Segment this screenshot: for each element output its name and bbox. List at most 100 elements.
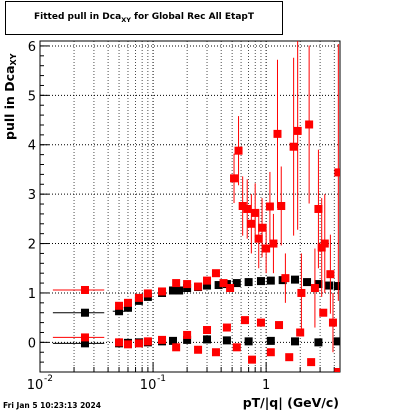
data-point bbox=[248, 355, 257, 364]
data-point bbox=[115, 307, 124, 316]
data-point bbox=[258, 223, 267, 232]
data-point bbox=[289, 142, 298, 151]
data-point bbox=[303, 278, 312, 287]
data-point bbox=[265, 202, 274, 211]
data-point bbox=[266, 336, 275, 345]
data-point bbox=[254, 234, 263, 243]
data-point bbox=[305, 120, 314, 129]
data-point bbox=[333, 282, 340, 291]
x-tick-label: 10 bbox=[27, 378, 44, 393]
timestamp: Fri Jan 5 10:23:13 2024 bbox=[3, 401, 101, 410]
data-layer bbox=[52, 41, 340, 372]
data-point bbox=[314, 204, 323, 213]
data-point bbox=[297, 288, 306, 297]
data-point bbox=[203, 281, 212, 290]
data-point bbox=[291, 337, 300, 346]
y-axis-label-text: pull in Dca bbox=[2, 65, 17, 140]
data-point bbox=[211, 269, 220, 278]
y-tick-label: 6 bbox=[28, 40, 36, 55]
data-point bbox=[80, 333, 89, 342]
data-point bbox=[230, 174, 239, 183]
data-point bbox=[325, 281, 334, 290]
data-point bbox=[262, 244, 271, 253]
data-point bbox=[134, 339, 143, 348]
data-point bbox=[123, 298, 132, 307]
y-axis-label-subscript: XY bbox=[9, 53, 18, 66]
data-point bbox=[333, 337, 340, 346]
data-point bbox=[247, 219, 256, 228]
data-point bbox=[240, 316, 249, 325]
y-tick-label: 1 bbox=[28, 287, 36, 302]
x-tick-exponent: -1 bbox=[157, 374, 166, 384]
data-point bbox=[172, 343, 181, 352]
data-point bbox=[203, 326, 212, 335]
data-point bbox=[244, 278, 253, 287]
x-axis-label: pT/|q| (GeV/c) bbox=[242, 395, 339, 410]
grid-lines bbox=[40, 41, 340, 372]
data-point bbox=[123, 340, 132, 349]
data-point bbox=[328, 318, 337, 327]
data-point bbox=[326, 270, 335, 279]
data-point bbox=[175, 286, 184, 295]
data-point bbox=[293, 126, 302, 135]
data-point bbox=[172, 279, 181, 288]
data-point bbox=[266, 348, 275, 357]
data-point bbox=[269, 239, 278, 248]
data-point bbox=[277, 202, 286, 211]
data-point bbox=[256, 318, 265, 327]
title-subscript: XY bbox=[121, 16, 131, 24]
data-point bbox=[275, 321, 284, 330]
title-box: Fitted pull in DcaXY for Global Rec All … bbox=[5, 1, 283, 35]
data-point bbox=[203, 276, 212, 285]
series-red bbox=[52, 41, 340, 372]
data-point bbox=[307, 358, 316, 367]
chart-title: Fitted pull in DcaXY for Global Rec All … bbox=[6, 12, 282, 24]
x-tick-exponent: -2 bbox=[44, 374, 53, 384]
data-point bbox=[226, 284, 235, 293]
y-tick-label: 3 bbox=[28, 188, 36, 203]
data-point bbox=[219, 279, 228, 288]
data-point bbox=[256, 277, 265, 286]
data-point bbox=[115, 338, 124, 347]
y-tick-label: 4 bbox=[28, 139, 36, 154]
data-point bbox=[115, 301, 124, 310]
data-point bbox=[183, 335, 192, 344]
data-point bbox=[80, 308, 89, 317]
data-point bbox=[168, 286, 177, 295]
data-point bbox=[281, 274, 290, 283]
plot-frame bbox=[39, 40, 341, 373]
data-point bbox=[238, 202, 247, 211]
data-point bbox=[143, 337, 152, 346]
data-point bbox=[273, 129, 282, 138]
data-point bbox=[251, 208, 260, 217]
data-point bbox=[158, 287, 167, 296]
data-point bbox=[266, 276, 275, 285]
data-point bbox=[296, 328, 305, 337]
data-point bbox=[183, 330, 192, 339]
data-point bbox=[222, 336, 231, 345]
data-point bbox=[194, 345, 203, 354]
data-point bbox=[310, 284, 319, 293]
data-point bbox=[243, 204, 252, 213]
y-axis: 0 1 2 3 4 5 6 bbox=[28, 40, 49, 373]
data-point bbox=[203, 335, 212, 344]
y-tick-label: 2 bbox=[28, 238, 36, 253]
data-point bbox=[285, 353, 294, 362]
title-main: Fitted pull in Dca bbox=[34, 12, 122, 22]
x-axis: 10 -2 10 -1 1 bbox=[27, 362, 335, 393]
y-tick-label: 0 bbox=[28, 336, 36, 351]
data-point bbox=[194, 282, 203, 291]
data-point bbox=[291, 275, 300, 284]
data-point bbox=[211, 348, 220, 357]
data-point bbox=[319, 308, 328, 317]
x-tick-label: 1 bbox=[262, 378, 270, 393]
title-suffix: for Global Rec All EtapT bbox=[130, 12, 254, 22]
data-point bbox=[158, 335, 167, 344]
data-point bbox=[183, 280, 192, 289]
y-tick-label: 5 bbox=[28, 89, 36, 104]
data-point bbox=[320, 239, 329, 248]
data-point bbox=[334, 168, 340, 177]
data-point bbox=[143, 289, 152, 298]
y-axis-label: pull in DcaXY bbox=[2, 40, 22, 141]
